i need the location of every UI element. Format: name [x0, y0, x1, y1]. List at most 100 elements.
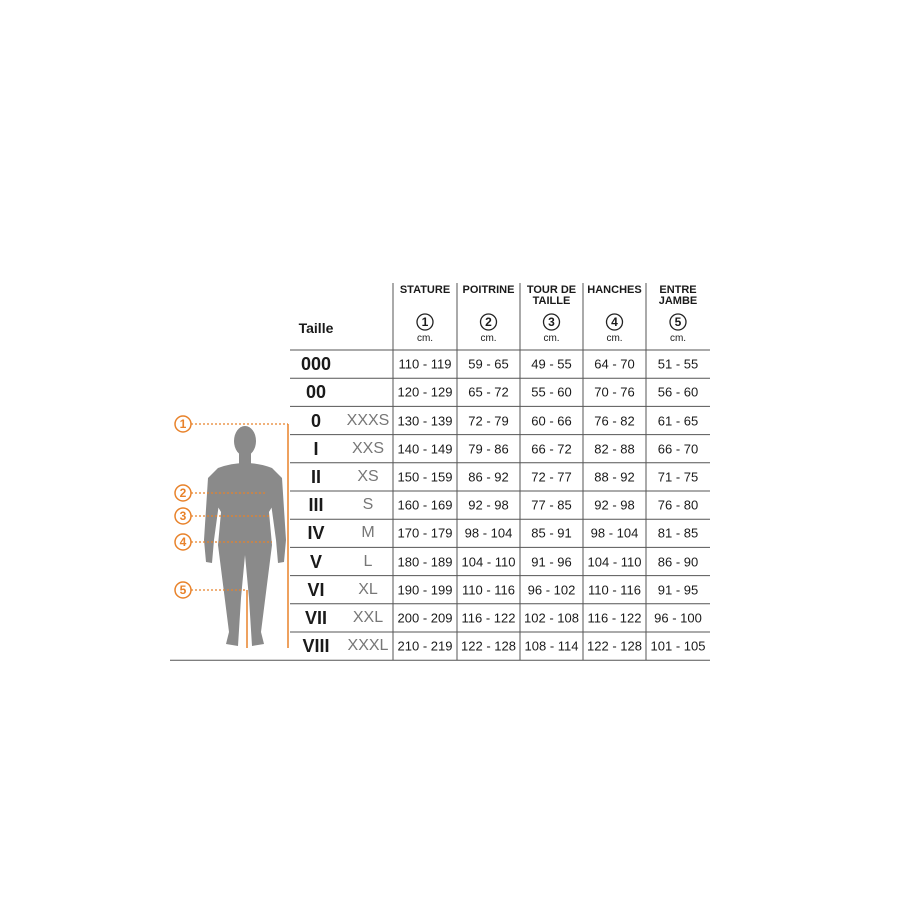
- measurement: 110 - 116: [587, 582, 642, 598]
- size-letter: XL: [358, 580, 378, 598]
- measurement: 110 - 119: [398, 356, 452, 372]
- measurement: 116 - 122: [461, 610, 516, 626]
- measurement: 96 - 100: [654, 610, 702, 626]
- marker-number: 2: [179, 486, 187, 500]
- measurement: 51 - 55: [657, 356, 699, 372]
- unit-label: cm.: [606, 333, 623, 344]
- size-number: V: [309, 551, 323, 572]
- measurement: 66 - 70: [657, 441, 699, 457]
- measurement: 108 - 114: [524, 638, 579, 654]
- header-taille: Taille: [298, 320, 334, 336]
- measurement: 102 - 108: [524, 610, 579, 626]
- unit-label: cm.: [543, 333, 560, 344]
- size-number: VI: [307, 579, 325, 600]
- measurement: 77 - 85: [531, 497, 572, 513]
- size-number: III: [308, 495, 324, 516]
- header-marker: 5: [674, 315, 682, 329]
- marker-circle: [174, 533, 192, 551]
- measurement: 76 - 80: [657, 497, 699, 513]
- measurement: 92 - 98: [594, 497, 635, 513]
- measurement: 72 - 77: [531, 469, 572, 485]
- size-number: 00: [305, 382, 327, 403]
- size-number: 0: [310, 410, 322, 431]
- header-marker-circle: [479, 313, 498, 331]
- size-letter: S: [362, 496, 374, 514]
- size-letter: M: [361, 524, 375, 542]
- size-letter: XXXS: [346, 411, 390, 429]
- measurement: 66 - 72: [531, 441, 572, 457]
- size-number: IV: [307, 523, 325, 544]
- marker-number: 3: [179, 509, 187, 523]
- size-number: VIII: [302, 636, 330, 657]
- marker-number: 5: [179, 583, 187, 597]
- column-header: TOUR DE TAILLE: [526, 284, 577, 307]
- measurement: 98 - 104: [590, 525, 639, 541]
- measurement: 110 - 116: [461, 582, 516, 598]
- marker-circle: [174, 415, 192, 433]
- measurement: 170 - 179: [397, 525, 453, 541]
- measurement: 180 - 189: [397, 554, 453, 569]
- header-marker-circle: [669, 313, 687, 331]
- marker-circle: [174, 484, 192, 502]
- unit-label: cm.: [416, 333, 434, 344]
- size-number: II: [310, 466, 322, 487]
- size-letter: L: [363, 552, 373, 570]
- header-marker: 2: [485, 315, 492, 329]
- measurement: 91 - 95: [657, 582, 699, 598]
- body-figure: [204, 426, 286, 646]
- measurement: 88 - 92: [594, 469, 635, 485]
- measurement: 122 - 128: [587, 638, 642, 654]
- marker-circle: [174, 581, 192, 599]
- measurement: 65 - 72: [468, 384, 509, 400]
- column-header: POITRINE: [462, 284, 515, 296]
- measurement: 61 - 65: [657, 413, 699, 428]
- measurement: 98 - 104: [464, 525, 513, 541]
- measurement: 92 - 98: [468, 497, 509, 513]
- header-marker-circle: [416, 313, 434, 331]
- header-marker-circle: [605, 313, 624, 331]
- column-header: STATURE: [399, 284, 451, 296]
- measurement: 85 - 91: [531, 525, 572, 541]
- header-marker: 1: [421, 315, 429, 329]
- measurement: 200 - 209: [397, 610, 453, 626]
- unit-label: cm.: [480, 333, 497, 344]
- measurement: 91 - 96: [531, 554, 572, 569]
- measurement: 116 - 122: [587, 610, 642, 626]
- column-header: HANCHES: [587, 284, 642, 296]
- measurement: 190 - 199: [397, 582, 453, 598]
- size-number: VII: [304, 607, 328, 628]
- measurement: 76 - 82: [594, 413, 635, 428]
- marker-number: 4: [179, 535, 187, 549]
- measurement: 104 - 110: [587, 554, 642, 569]
- size-number: 000: [300, 354, 332, 375]
- measurement: 70 - 76: [594, 384, 635, 400]
- marker-circle: [174, 507, 192, 525]
- measurement: 71 - 75: [657, 469, 699, 485]
- measurement: 60 - 66: [531, 413, 572, 428]
- measurement: 96 - 102: [527, 582, 576, 598]
- size-letter: XXXL: [347, 637, 389, 655]
- measurement: 55 - 60: [531, 384, 572, 400]
- measurement: 160 - 169: [397, 497, 453, 513]
- size-number: I: [313, 438, 319, 459]
- measurement: 82 - 88: [594, 441, 635, 457]
- measurement: 130 - 139: [397, 413, 453, 428]
- measurement: 86 - 90: [657, 554, 699, 569]
- measurement: 81 - 85: [657, 525, 699, 541]
- size-letter: XXL: [352, 608, 384, 626]
- measurement: 122 - 128: [461, 638, 516, 654]
- measurement: 104 - 110: [461, 554, 516, 569]
- measurement: 59 - 65: [468, 356, 509, 372]
- measurement: 49 - 55: [531, 356, 572, 372]
- size-letter: XS: [357, 467, 379, 485]
- marker-number: 1: [179, 417, 187, 431]
- measurement: 150 - 159: [397, 469, 453, 485]
- measurement: 64 - 70: [594, 356, 635, 372]
- measurement: 120 - 129: [397, 384, 453, 400]
- measurement: 56 - 60: [657, 384, 699, 400]
- measurement: 79 - 86: [468, 441, 509, 457]
- header-marker: 4: [611, 315, 618, 329]
- header-marker: 3: [548, 315, 555, 329]
